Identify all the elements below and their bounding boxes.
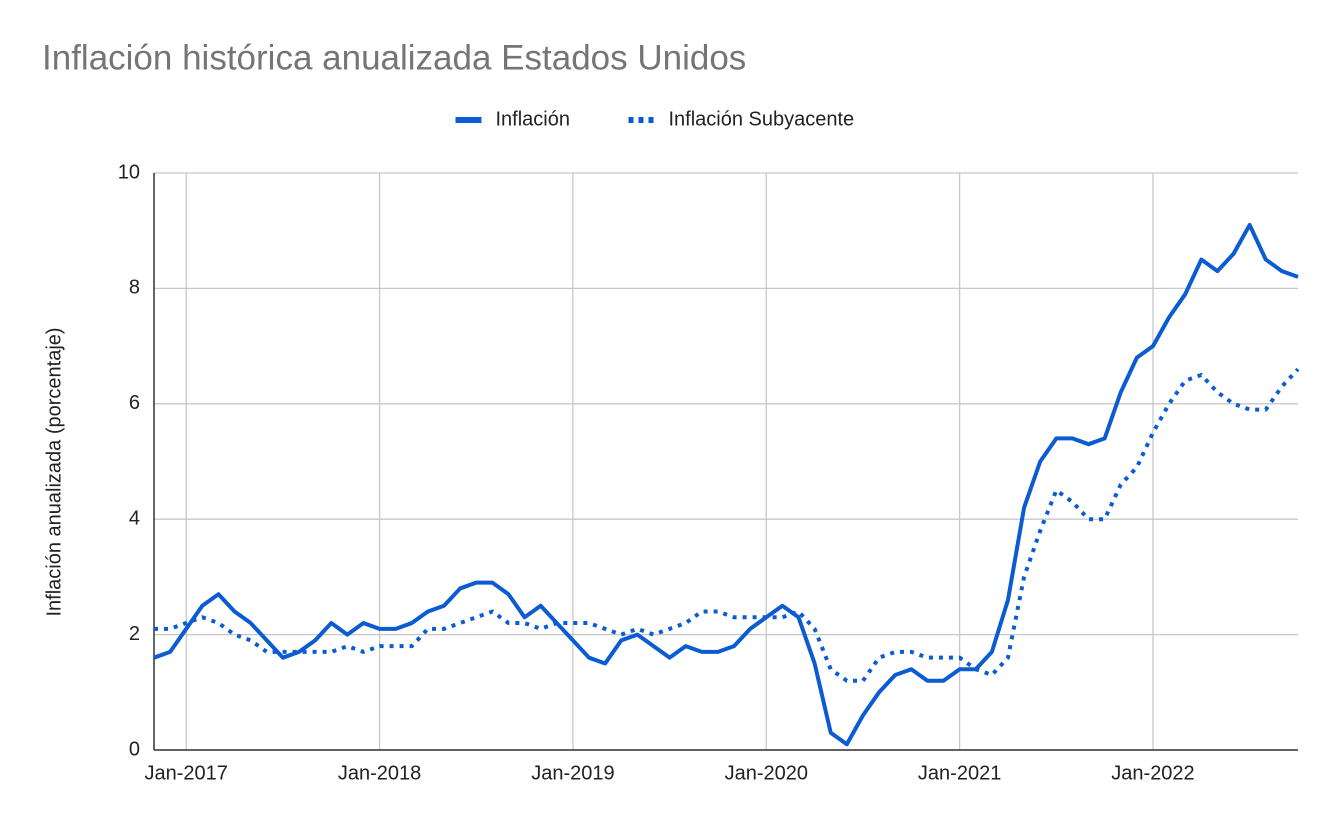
legend-label: Inflación	[496, 108, 571, 130]
x-tick-label: Jan-2017	[145, 762, 228, 784]
x-tick-label: Jan-2019	[531, 762, 614, 784]
x-tick-label: Jan-2021	[918, 762, 1001, 784]
x-tick-label: Jan-2022	[1111, 762, 1194, 784]
y-tick-label: 4	[129, 507, 140, 529]
legend-label: Inflación Subyacente	[669, 108, 855, 130]
line-series	[154, 367, 1300, 683]
y-axis-label: Inflación anualizada (porcentaje)	[43, 327, 65, 616]
y-tick-label: 0	[129, 738, 140, 760]
x-tick-label: Jan-2020	[725, 762, 808, 784]
y-tick-label: 10	[118, 161, 140, 183]
x-tick-label: Jan-2018	[338, 762, 421, 784]
y-tick-label: 8	[129, 277, 140, 299]
chart-title: Inflación histórica anualizada Estados U…	[42, 38, 746, 77]
y-tick-label: 2	[129, 623, 140, 645]
y-tick-label: 6	[129, 392, 140, 414]
line-series	[153, 222, 1299, 747]
